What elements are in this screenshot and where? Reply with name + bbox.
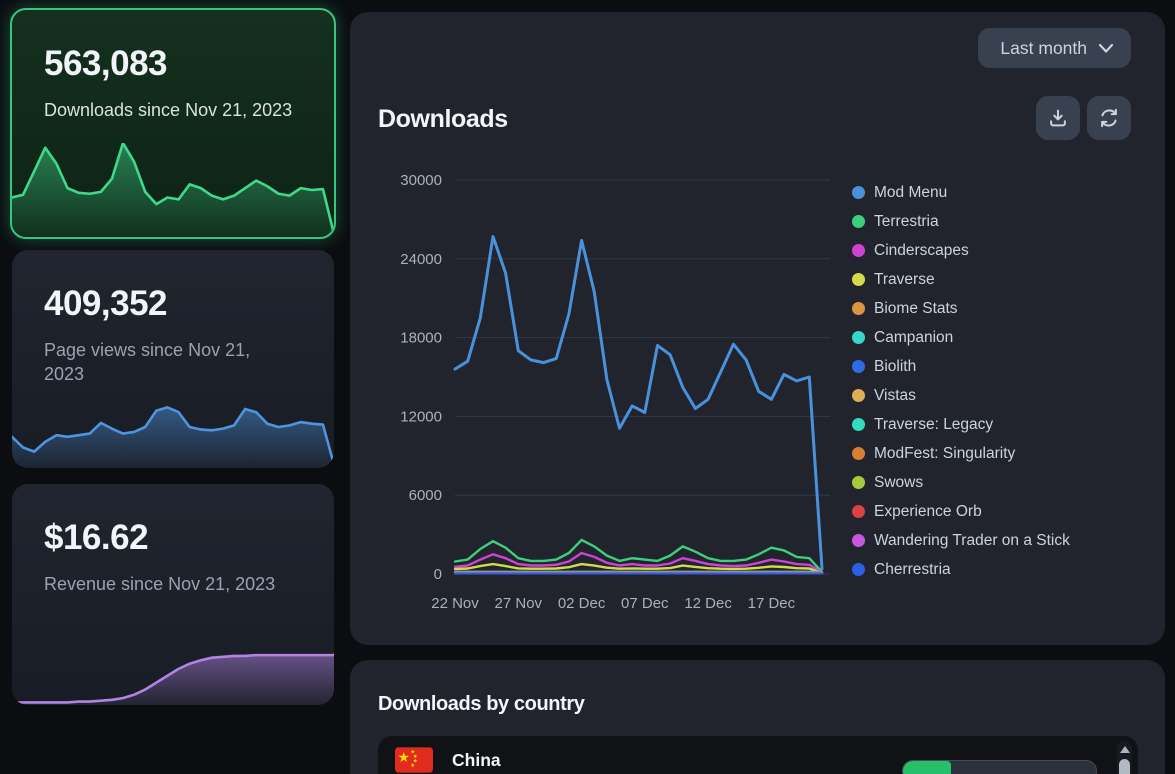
downloads-sparkline [12, 143, 334, 237]
download-icon [1050, 109, 1066, 127]
legend-dot-icon [852, 302, 865, 315]
country-panel: Downloads by country ★ ★ ★ ★ ★ China [350, 660, 1165, 774]
downloads-total-label: Downloads since Nov 21, 2023 [44, 100, 293, 120]
scroll-up-arrow-icon[interactable] [1119, 746, 1130, 753]
legend-dot-icon [852, 476, 865, 489]
stat-card-revenue[interactable]: $16.62 Revenue since Nov 21, 2023 [12, 484, 334, 705]
legend-item[interactable]: Experience Orb [852, 497, 1070, 526]
legend-item-label: Vistas [874, 386, 916, 404]
legend-dot-icon [852, 215, 865, 228]
revenue-sparkline [12, 619, 334, 705]
stat-card-downloads[interactable]: 563,083 Downloads since Nov 21, 2023 [10, 8, 336, 239]
pageviews-sparkline [12, 386, 334, 468]
legend-dot-icon [852, 418, 865, 431]
scrollbar-thumb[interactable] [1119, 759, 1130, 774]
refresh-chart-button[interactable] [1087, 96, 1131, 140]
legend-item-label: Campanion [874, 328, 954, 346]
legend-item-label: Traverse: Legacy [874, 415, 994, 433]
country-name: China [452, 750, 501, 770]
legend-dot-icon [852, 360, 865, 373]
country-list-scrollbar[interactable] [1117, 741, 1132, 774]
legend-dot-icon [852, 186, 865, 199]
legend-item-label: Traverse [874, 270, 935, 288]
svg-text:12000: 12000 [400, 408, 442, 425]
svg-text:07 Dec: 07 Dec [621, 595, 669, 612]
date-range-selector[interactable]: Last month [978, 28, 1131, 68]
pageviews-total: 409,352 [44, 284, 168, 323]
legend-dot-icon [852, 534, 865, 547]
legend-item[interactable]: Mod Menu [852, 178, 1070, 207]
svg-text:12 Dec: 12 Dec [684, 595, 732, 612]
svg-text:24000: 24000 [400, 251, 442, 268]
legend-item[interactable]: Wandering Trader on a Stick [852, 526, 1070, 555]
svg-text:02 Dec: 02 Dec [558, 595, 606, 612]
legend-dot-icon [852, 447, 865, 460]
revenue-total-label: Revenue since Nov 21, 2023 [44, 574, 276, 594]
svg-text:22 Nov: 22 Nov [431, 595, 479, 612]
china-flag-icon: ★ ★ ★ ★ ★ [395, 747, 433, 773]
legend-item[interactable]: Swows [852, 468, 1070, 497]
legend-dot-icon [852, 389, 865, 402]
export-chart-button[interactable] [1036, 96, 1080, 140]
legend-item-label: Cherrestria [874, 560, 951, 578]
legend-item-label: Experience Orb [874, 502, 982, 520]
chevron-down-icon [1099, 43, 1113, 53]
downloads-panel: Last month Downloads 0 6000 12000 18000 2400… [350, 12, 1165, 645]
legend-item[interactable]: Cinderscapes [852, 236, 1070, 265]
legend-item[interactable]: ModFest: Singularity [852, 439, 1070, 468]
legend-dot-icon [852, 244, 865, 257]
legend-item[interactable]: Vistas [852, 381, 1070, 410]
svg-text:18000: 18000 [400, 330, 442, 347]
refresh-icon [1101, 108, 1117, 128]
legend-item-label: Terrestria [874, 212, 939, 230]
legend-item[interactable]: Cherrestria [852, 555, 1070, 584]
legend-dot-icon [852, 563, 865, 576]
downloads-panel-title: Downloads [378, 105, 508, 133]
legend-item[interactable]: Biolith [852, 352, 1070, 381]
legend-dot-icon [852, 505, 865, 518]
svg-text:17 Dec: 17 Dec [748, 595, 796, 612]
svg-text:30000: 30000 [400, 172, 442, 189]
legend-item-label: ModFest: Singularity [874, 444, 1016, 462]
stat-card-pageviews[interactable]: 409,352 Page views since Nov 21, 2023 [12, 250, 334, 468]
legend-item-label: Cinderscapes [874, 241, 969, 259]
chart-legend: Mod Menu Terrestria Cinderscapes Traverse Bi… [852, 178, 1070, 584]
svg-text:27 Nov: 27 Nov [495, 595, 543, 612]
country-bar-track [902, 760, 1097, 774]
legend-item[interactable]: Traverse [852, 265, 1070, 294]
svg-text:★: ★ [413, 754, 418, 760]
legend-dot-icon [852, 331, 865, 344]
svg-text:★: ★ [410, 750, 415, 756]
legend-item[interactable]: Campanion [852, 323, 1070, 352]
downloads-total: 563,083 [44, 44, 168, 83]
legend-item-label: Wandering Trader on a Stick [874, 531, 1070, 549]
legend-item-label: Swows [874, 473, 924, 491]
country-row: ★ ★ ★ ★ ★ China [378, 736, 1138, 774]
pageviews-total-label: Page views since Nov 21, 2023 [44, 340, 251, 384]
svg-text:★: ★ [398, 749, 410, 765]
svg-text:6000: 6000 [409, 487, 442, 504]
legend-item-label: Biome Stats [874, 299, 958, 317]
legend-item[interactable]: Biome Stats [852, 294, 1070, 323]
svg-text:0: 0 [434, 566, 442, 583]
legend-item-label: Mod Menu [874, 183, 948, 201]
svg-text:★: ★ [413, 759, 418, 765]
country-panel-title: Downloads by country [378, 693, 585, 715]
revenue-total: $16.62 [44, 518, 149, 557]
country-list: ★ ★ ★ ★ ★ China [378, 736, 1138, 774]
downloads-chart-canvas[interactable]: 0 6000 12000 18000 24000 30000 22 Nov 27 Nov 02 … [350, 12, 1165, 645]
legend-item[interactable]: Traverse: Legacy [852, 410, 1070, 439]
legend-dot-icon [852, 273, 865, 286]
country-bar-fill [903, 761, 952, 774]
svg-text:★: ★ [410, 763, 415, 769]
date-range-label: Last month [1000, 37, 1087, 58]
legend-item-label: Biolith [874, 357, 917, 375]
legend-item[interactable]: Terrestria [852, 207, 1070, 236]
